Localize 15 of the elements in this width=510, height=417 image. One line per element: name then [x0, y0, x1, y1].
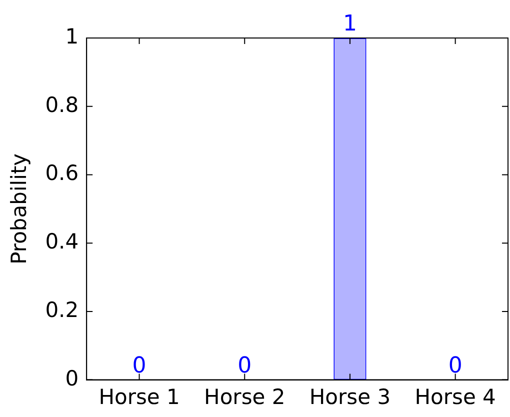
data-label: 1 — [342, 12, 357, 37]
y-tick-label: 0.4 — [45, 230, 79, 254]
y-axis-title: Probability — [7, 153, 32, 264]
y-tick-label: 0.8 — [45, 92, 79, 117]
data-label: 0 — [448, 354, 462, 379]
y-tick-label: 0 — [65, 366, 79, 390]
x-tick-label: Horse 3 — [309, 384, 391, 409]
x-tick-label: Horse 2 — [204, 384, 286, 409]
y-tick-label: 0.2 — [45, 298, 79, 322]
y-tick-label: 0.6 — [45, 161, 79, 186]
data-label: 0 — [238, 354, 252, 379]
data-label: 0 — [132, 354, 146, 379]
y-tick-label: 1 — [65, 24, 79, 48]
x-tick-label: Horse 1 — [98, 384, 180, 409]
x-tick-label: Horse 4 — [414, 384, 496, 409]
